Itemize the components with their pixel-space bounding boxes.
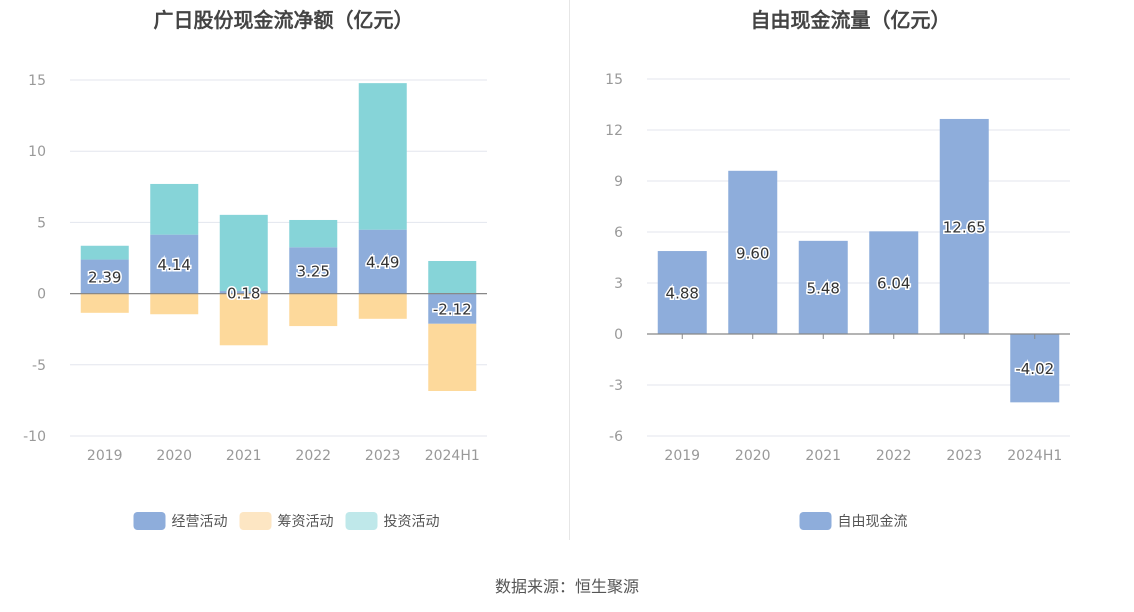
data-label: 3.25 <box>297 262 330 280</box>
panel-divider <box>569 0 570 540</box>
x-tick-label: 2024H1 <box>425 448 480 464</box>
bar-经营活动-2020 <box>150 234 199 294</box>
y-tick-label: 0 <box>614 327 623 343</box>
left-chart-panel: 广日股份现金流净额（亿元） -10 -5 0 5 10 15 2019 2020 2021 202… <box>0 0 567 545</box>
x-tick-label: 2019 <box>87 448 123 464</box>
data-label: 9.60 <box>736 244 769 262</box>
data-label: 4.14 <box>158 256 191 274</box>
y-tick-label: 6 <box>614 225 623 241</box>
bar-投资活动-2023 <box>358 83 407 230</box>
bar-自由现金流-2022 <box>869 231 919 334</box>
legend-label-经营活动: 经营活动 <box>172 514 228 530</box>
bar-投资活动-2020 <box>150 183 199 235</box>
bar-自由现金流-2019 <box>657 251 707 334</box>
left-chart-svg: -10 -5 0 5 10 15 2019 2020 2021 2022 2023 2024H1 2.3… <box>23 73 487 530</box>
y-tick-label: -10 <box>23 429 46 445</box>
legend-label-投资活动: 投资活动 <box>384 514 440 530</box>
x-tick-label: 2023 <box>365 448 401 464</box>
bar-自由现金流-2023 <box>939 118 989 334</box>
bar-投资活动-2021 <box>219 214 268 292</box>
bar-经营活动-2023 <box>358 229 407 294</box>
y-tick-label: 12 <box>605 123 623 139</box>
legend-label-筹资活动: 筹资活动 <box>278 513 334 530</box>
bar-筹资活动-2020 <box>150 293 199 315</box>
x-tick-label: 2023 <box>946 448 982 464</box>
bar-自由现金流-2020 <box>728 170 778 334</box>
data-label: 5.48 <box>807 279 840 297</box>
left-chart-title: 广日股份现金流净额（亿元） <box>153 8 414 32</box>
y-tick-label: -3 <box>609 378 623 394</box>
bar-经营活动-2021 <box>219 291 268 294</box>
x-tick-label: 2022 <box>876 448 912 464</box>
data-label: 6.04 <box>877 275 910 293</box>
right-chart-title: 自由现金流量（亿元） <box>750 8 951 32</box>
bar-投资活动-2024H1 <box>428 260 477 294</box>
data-label: 0.18 <box>227 284 260 302</box>
bar-自由现金流-2024H1 <box>1010 334 1060 403</box>
data-label: 2.39 <box>88 269 121 287</box>
right-chart-panel: 自由现金流量（亿元） -6 -3 0 3 6 9 12 15 2019 2020 2021 2022 2… <box>567 0 1134 545</box>
x-tick-label: 2020 <box>156 448 192 464</box>
x-tick-label: 2024H1 <box>1007 448 1062 464</box>
right-chart-svg: -6 -3 0 3 6 9 12 15 2019 2020 2021 2022 2023 2024H1 4.… <box>605 72 1070 530</box>
bar-筹资活动-2022 <box>289 293 338 327</box>
y-tick-label: 15 <box>605 72 623 88</box>
x-tick-label: 2019 <box>664 448 700 464</box>
legend-label-自由现金流: 自由现金流 <box>838 514 908 530</box>
data-label: 4.88 <box>666 285 699 303</box>
y-tick-label: 0 <box>37 287 46 303</box>
legend-swatch-投资活动 <box>345 512 378 530</box>
y-tick-label: 3 <box>614 276 623 292</box>
x-tick-label: 2021 <box>805 448 841 464</box>
bar-筹资活动-2024H1 <box>428 323 477 392</box>
y-tick-label: 10 <box>28 144 46 160</box>
x-tick-label: 2021 <box>226 448 262 464</box>
legend-swatch-筹资活动 <box>239 512 272 530</box>
legend-swatch-自由现金流 <box>799 512 832 530</box>
data-label: -2.12 <box>433 301 472 319</box>
bar-自由现金流-2021 <box>798 240 848 334</box>
y-tick-label: 15 <box>28 73 46 89</box>
bar-投资活动-2022 <box>289 219 338 248</box>
y-tick-label: -5 <box>32 358 46 374</box>
bar-经营活动-2022 <box>289 247 338 294</box>
y-tick-label: -6 <box>609 429 623 445</box>
x-tick-label: 2020 <box>735 448 771 464</box>
bar-筹资活动-2019 <box>80 293 129 313</box>
bar-经营活动-2024H1 <box>428 293 477 324</box>
data-label: 12.65 <box>943 218 986 236</box>
y-tick-label: 9 <box>614 174 623 190</box>
bar-投资活动-2019 <box>80 245 129 260</box>
data-source: 数据来源：恒生聚源 <box>494 577 639 596</box>
data-label: -4.02 <box>1015 360 1054 378</box>
x-tick-label: 2022 <box>295 448 331 464</box>
bar-筹资活动-2021 <box>219 293 268 346</box>
bar-筹资活动-2023 <box>358 293 407 319</box>
legend-swatch-经营活动 <box>133 512 166 530</box>
data-label: 4.49 <box>366 254 399 272</box>
bar-经营活动-2019 <box>80 259 129 294</box>
y-tick-label: 5 <box>37 215 46 231</box>
